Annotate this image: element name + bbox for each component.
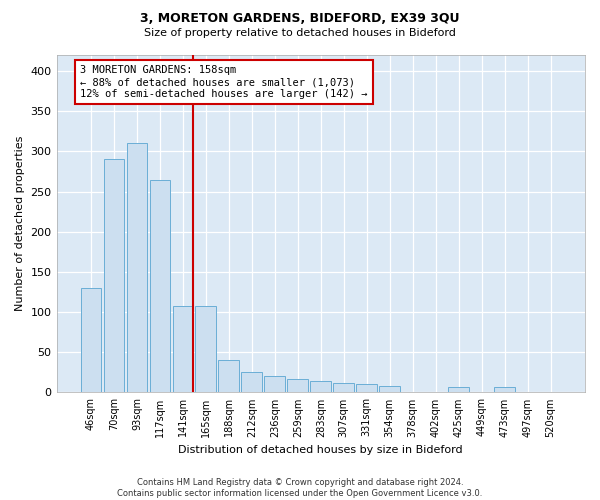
Bar — [80, 288, 101, 393]
Bar — [379, 386, 400, 392]
Bar — [127, 144, 147, 392]
Bar — [287, 379, 308, 392]
Bar — [265, 376, 285, 392]
Bar — [448, 387, 469, 392]
Y-axis label: Number of detached properties: Number of detached properties — [15, 136, 25, 312]
X-axis label: Distribution of detached houses by size in Bideford: Distribution of detached houses by size … — [178, 445, 463, 455]
Bar — [104, 160, 124, 392]
Text: Size of property relative to detached houses in Bideford: Size of property relative to detached ho… — [144, 28, 456, 38]
Bar — [310, 381, 331, 392]
Bar — [218, 360, 239, 392]
Bar — [241, 372, 262, 392]
Text: Contains HM Land Registry data © Crown copyright and database right 2024.
Contai: Contains HM Land Registry data © Crown c… — [118, 478, 482, 498]
Bar — [356, 384, 377, 392]
Bar — [494, 387, 515, 392]
Bar — [173, 306, 193, 392]
Bar — [149, 180, 170, 392]
Bar — [334, 383, 354, 392]
Bar — [196, 306, 216, 392]
Text: 3, MORETON GARDENS, BIDEFORD, EX39 3QU: 3, MORETON GARDENS, BIDEFORD, EX39 3QU — [140, 12, 460, 26]
Text: 3 MORETON GARDENS: 158sqm
← 88% of detached houses are smaller (1,073)
12% of se: 3 MORETON GARDENS: 158sqm ← 88% of detac… — [80, 66, 367, 98]
